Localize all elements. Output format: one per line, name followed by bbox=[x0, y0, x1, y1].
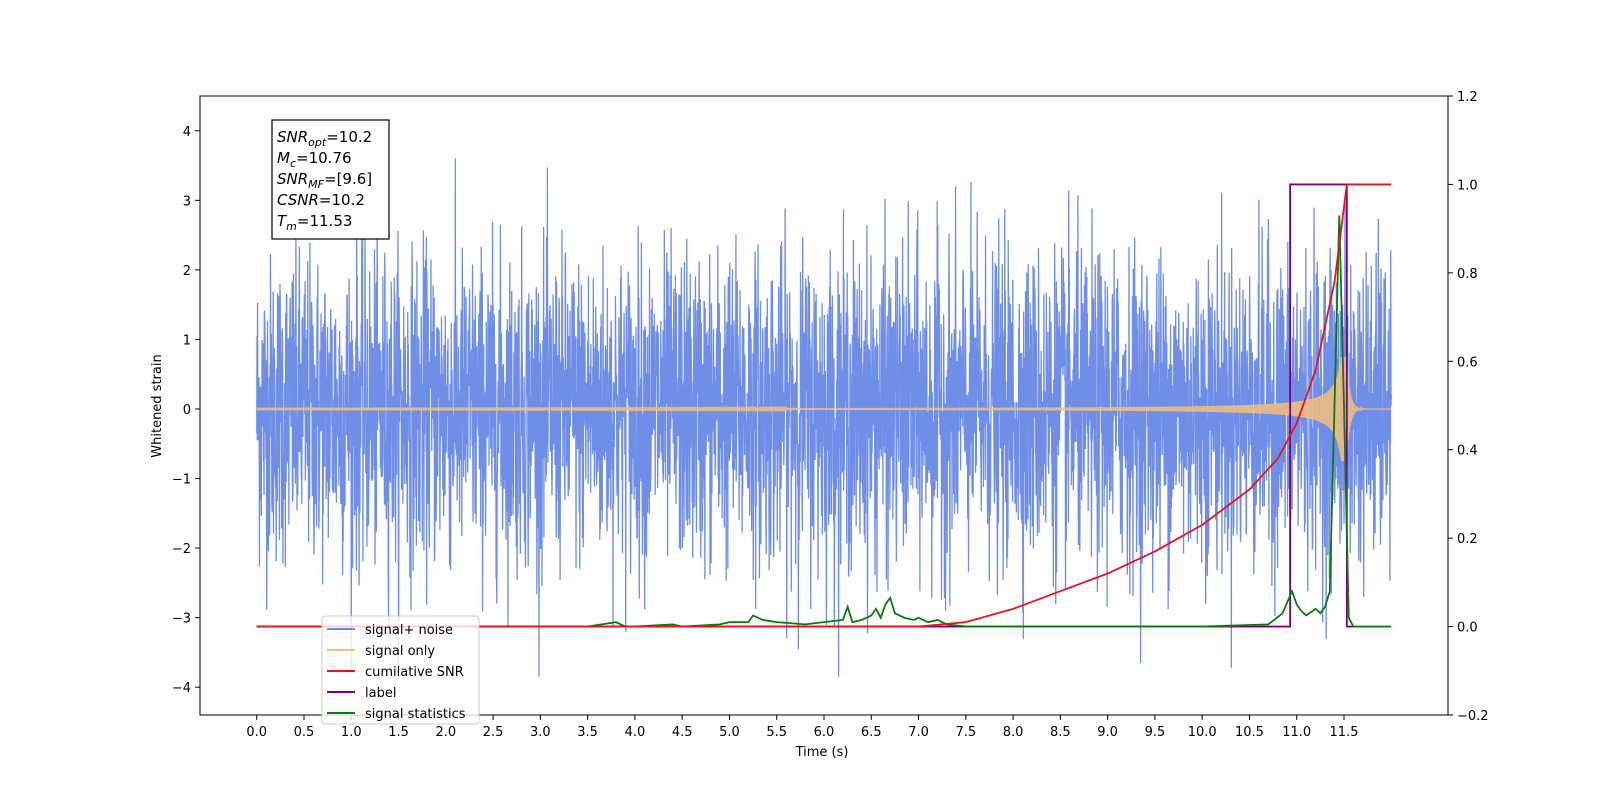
y-right-tick-label: 1.0 bbox=[1457, 178, 1478, 193]
x-tick-label: 3.0 bbox=[530, 725, 551, 740]
legend-entry: signal statistics bbox=[365, 707, 466, 722]
x-tick-label: 3.5 bbox=[577, 725, 598, 740]
annotation-line: CSNR=10.2 bbox=[277, 191, 365, 209]
x-tick-label: 8.5 bbox=[1050, 725, 1071, 740]
x-axis: 0.0 0.5 1.0 1.5 2.0 2.5 3.0 3.5 4.0 4.5 5.0 5.5 6.0 6… bbox=[246, 715, 1358, 740]
y-tick-label: 1 bbox=[183, 333, 191, 348]
y-right-tick-label: 0.6 bbox=[1457, 355, 1478, 370]
series-signal-only bbox=[256, 356, 1392, 462]
legend-entry: label bbox=[365, 686, 396, 701]
annotation-line: Mc=10.76 bbox=[277, 149, 352, 170]
y-tick-label: 4 bbox=[183, 125, 191, 140]
y-tick-label: 2 bbox=[183, 264, 191, 279]
y-axis-right: −0.2 0.0 0.2 0.4 0.6 0.8 1.0 1.2 bbox=[1448, 90, 1489, 724]
x-tick-label: 9.0 bbox=[1097, 725, 1118, 740]
y-right-tick-label: 0.2 bbox=[1457, 532, 1478, 547]
y-tick-label: 3 bbox=[183, 194, 191, 209]
y-axis-label: Whitened strain bbox=[150, 354, 165, 457]
x-tick-label: 5.5 bbox=[766, 725, 787, 740]
x-tick-label: 2.0 bbox=[435, 725, 456, 740]
x-tick-label: 1.5 bbox=[388, 725, 409, 740]
annotation-line: SNRopt=10.2 bbox=[277, 128, 372, 149]
y-tick-label: −2 bbox=[172, 542, 191, 557]
x-tick-label: 10.5 bbox=[1235, 725, 1264, 740]
legend-entry: cumilative SNR bbox=[365, 665, 464, 680]
annotation-line: SNRMF=[9.6] bbox=[277, 170, 372, 191]
y-tick-label: −3 bbox=[172, 612, 191, 627]
legend-entry: signal+ noise bbox=[365, 623, 453, 638]
x-tick-label: 10.0 bbox=[1188, 725, 1217, 740]
x-tick-label: 1.0 bbox=[341, 725, 362, 740]
x-axis-label: Time (s) bbox=[795, 745, 849, 760]
y-right-tick-label: 1.2 bbox=[1457, 90, 1478, 105]
y-tick-label: 0 bbox=[183, 403, 191, 418]
x-tick-label: 11.0 bbox=[1282, 725, 1311, 740]
legend: signal+ noise signal only cumilative SNR la… bbox=[321, 615, 480, 725]
y-right-tick-label: 0.8 bbox=[1457, 267, 1478, 282]
series-layer bbox=[256, 158, 1392, 677]
y-right-tick-label: 0.4 bbox=[1457, 444, 1478, 459]
series-signal-noise bbox=[256, 158, 1392, 677]
x-tick-label: 4.0 bbox=[625, 725, 646, 740]
x-tick-label: 7.5 bbox=[955, 725, 976, 740]
x-tick-label: 7.0 bbox=[908, 725, 929, 740]
x-tick-label: 4.5 bbox=[672, 725, 693, 740]
y-right-tick-label: 0.0 bbox=[1457, 621, 1478, 636]
y-tick-label: −1 bbox=[172, 473, 191, 488]
y-tick-label: −4 bbox=[172, 681, 191, 696]
series-cumulative-snr bbox=[256, 183, 1392, 628]
series-signal-statistics bbox=[256, 215, 1392, 628]
x-tick-label: 11.5 bbox=[1330, 725, 1359, 740]
annotation-line: Tm=11.53 bbox=[277, 212, 352, 233]
y-axis-left: −4 −3 −2 −1 0 1 2 3 4 bbox=[172, 125, 200, 696]
x-tick-label: 2.5 bbox=[483, 725, 504, 740]
x-tick-label: 5.0 bbox=[719, 725, 740, 740]
y-right-tick-label: −0.2 bbox=[1457, 709, 1489, 724]
legend-entry: signal only bbox=[365, 644, 435, 659]
legend-frame bbox=[321, 615, 480, 725]
x-tick-label: 0.0 bbox=[246, 725, 267, 740]
x-tick-label: 6.0 bbox=[814, 725, 835, 740]
annotation-frame bbox=[271, 119, 390, 240]
x-tick-label: 6.5 bbox=[861, 725, 882, 740]
x-tick-label: 9.5 bbox=[1145, 725, 1166, 740]
x-tick-label: 0.5 bbox=[294, 725, 315, 740]
x-tick-label: 8.0 bbox=[1003, 725, 1024, 740]
